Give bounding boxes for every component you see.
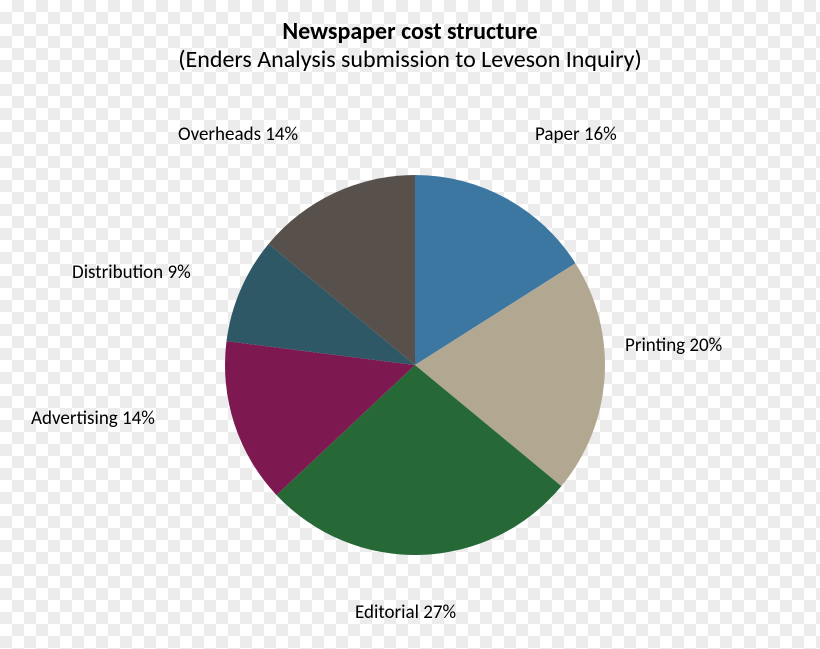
pie-label-editorial: Editorial 27% bbox=[355, 601, 456, 624]
pie-label-printing: Printing 20% bbox=[625, 334, 722, 357]
pie-label-advertising: Advertising 14% bbox=[31, 407, 155, 430]
pie-label-distribution: Distribution 9% bbox=[72, 261, 191, 284]
pie-chart bbox=[0, 0, 820, 649]
chart-content: Newspaper cost structure (Enders Analysi… bbox=[0, 0, 820, 649]
pie-label-paper: Paper 16% bbox=[535, 123, 617, 146]
pie-label-overheads: Overheads 14% bbox=[178, 123, 298, 146]
